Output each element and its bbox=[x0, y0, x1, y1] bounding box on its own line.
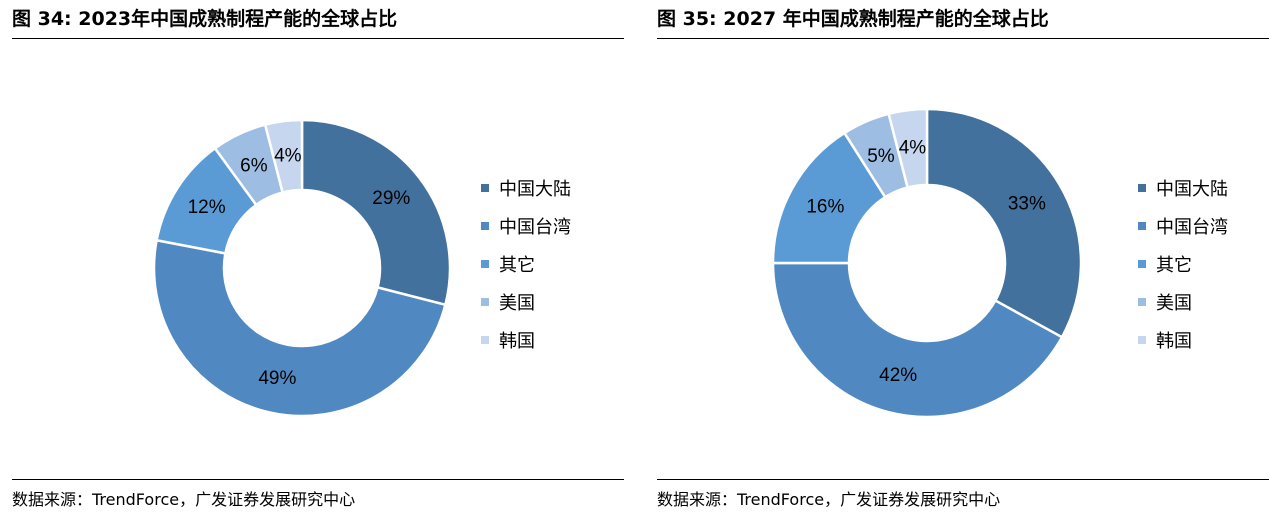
legend-swatch bbox=[481, 222, 489, 230]
legend-item: 其它 bbox=[1138, 245, 1228, 283]
slice-value-label: 49% bbox=[258, 368, 296, 389]
slice-value-label: 33% bbox=[1008, 193, 1046, 214]
legend-item: 美国 bbox=[481, 283, 571, 321]
slice-value-label: 5% bbox=[867, 146, 895, 167]
source-note: 数据来源：TrendForce，广发证券发展研究中心 bbox=[12, 490, 356, 509]
legend-swatch bbox=[1138, 260, 1146, 268]
legend-label: 中国台湾 bbox=[1156, 217, 1228, 238]
legend-label: 其它 bbox=[499, 255, 535, 276]
legend: 中国大陆中国台湾其它美国韩国 bbox=[481, 169, 571, 359]
slice-value-label: 4% bbox=[899, 137, 927, 158]
legend-item: 中国台湾 bbox=[481, 207, 571, 245]
source-rule bbox=[12, 479, 624, 480]
donut-slice bbox=[263, 118, 304, 194]
legend-label: 中国大陆 bbox=[1156, 179, 1228, 200]
legend-swatch bbox=[481, 336, 489, 344]
slice-value-label: 42% bbox=[879, 365, 917, 386]
donut-slice bbox=[771, 261, 1064, 419]
legend-swatch bbox=[481, 298, 489, 306]
legend-item: 中国台湾 bbox=[1138, 207, 1228, 245]
slice-value-label: 29% bbox=[372, 188, 410, 209]
donut-slice bbox=[152, 238, 447, 418]
legend-label: 韩国 bbox=[1156, 331, 1192, 352]
legend-label: 其它 bbox=[1156, 255, 1192, 276]
legend-label: 美国 bbox=[1156, 293, 1192, 314]
donut-slice bbox=[887, 107, 929, 189]
legend: 中国大陆中国台湾其它美国韩国 bbox=[1138, 169, 1228, 359]
chart-panel-2023: 图 34: 2023年中国成熟制程产能的全球占比 29% 49% 12% 6% 4% 中… bbox=[12, 0, 624, 520]
chart-panel-2027: 图 35: 2027 年中国成熟制程产能的全球占比 33% 42% 16% 5% 4% … bbox=[657, 0, 1269, 520]
title-rule bbox=[657, 38, 1269, 39]
chart-title: 图 35: 2027 年中国成熟制程产能的全球占比 bbox=[657, 8, 1049, 30]
slice-value-label: 16% bbox=[806, 197, 844, 218]
legend-item: 其它 bbox=[481, 245, 571, 283]
donut-slice bbox=[300, 118, 452, 307]
title-rule bbox=[12, 38, 624, 39]
slice-value-label: 6% bbox=[240, 155, 268, 176]
legend-swatch bbox=[1138, 298, 1146, 306]
legend-label: 中国大陆 bbox=[499, 179, 571, 200]
legend-item: 中国大陆 bbox=[481, 169, 571, 207]
legend-swatch bbox=[481, 260, 489, 268]
legend-swatch bbox=[481, 184, 489, 192]
legend-item: 美国 bbox=[1138, 283, 1228, 321]
legend-label: 韩国 bbox=[499, 331, 535, 352]
source-note: 数据来源：TrendForce，广发证券发展研究中心 bbox=[657, 490, 1001, 509]
slice-value-label: 4% bbox=[274, 145, 302, 166]
legend-label: 美国 bbox=[499, 293, 535, 314]
legend-item: 韩国 bbox=[1138, 321, 1228, 359]
chart-title: 图 34: 2023年中国成熟制程产能的全球占比 bbox=[12, 8, 398, 30]
legend-item: 中国大陆 bbox=[1138, 169, 1228, 207]
legend-item: 韩国 bbox=[481, 321, 571, 359]
donut-chart-2027: 33% 42% 16% 5% 4% bbox=[771, 107, 1083, 419]
slice-value-label: 12% bbox=[188, 197, 226, 218]
legend-label: 中国台湾 bbox=[499, 217, 571, 238]
donut-chart-2023: 29% 49% 12% 6% 4% bbox=[152, 118, 452, 418]
source-rule bbox=[657, 479, 1269, 480]
legend-swatch bbox=[1138, 336, 1146, 344]
donut-slice bbox=[925, 107, 1083, 339]
legend-swatch bbox=[1138, 222, 1146, 230]
legend-swatch bbox=[1138, 184, 1146, 192]
